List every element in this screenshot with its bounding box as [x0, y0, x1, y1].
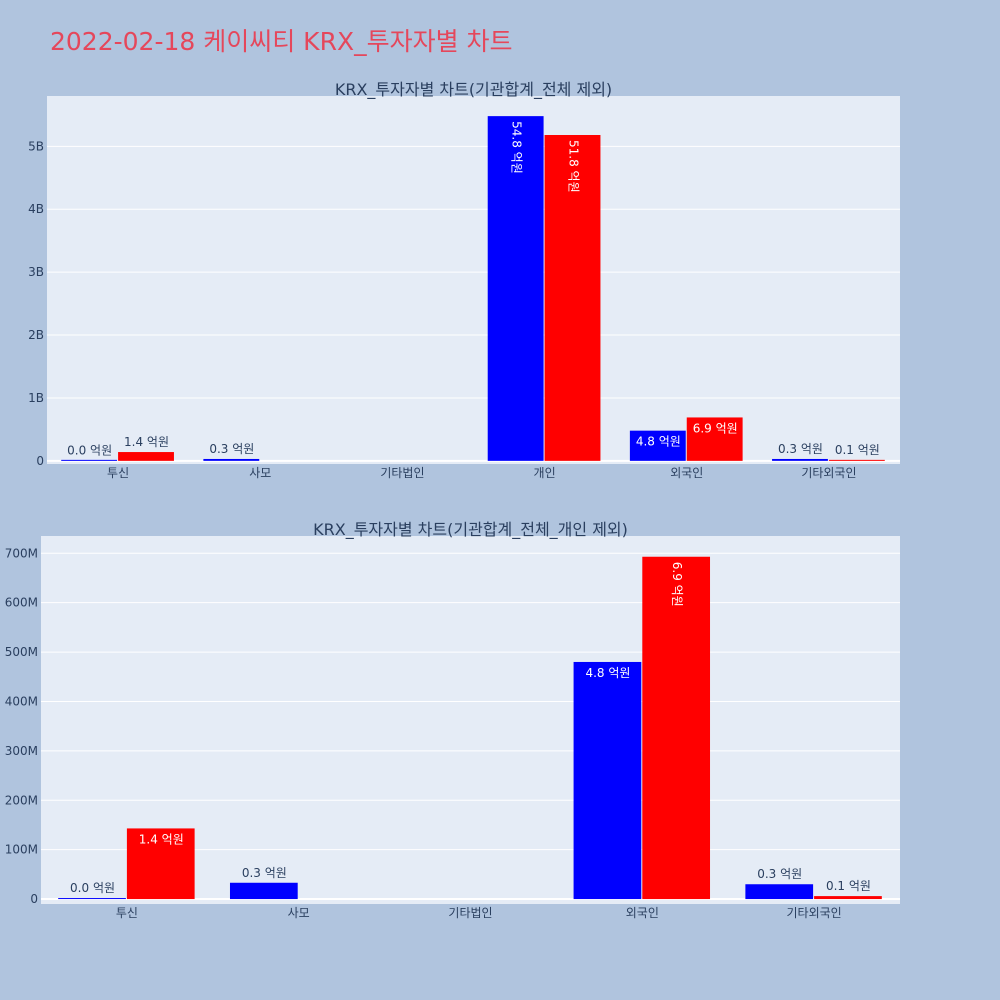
- y-tick-label: 200M: [5, 793, 38, 807]
- data-label: 51.8 억원: [567, 140, 581, 193]
- y-tick-label: 100M: [5, 843, 38, 857]
- chart-title: KRX_투자자별 차트(기관합계_전체_개인 제외): [313, 520, 628, 540]
- chart-2: 0 100M 200M 300M 400M 500M 600M 700M KRX_투자자별 차트…: [5, 520, 900, 920]
- x-tick-label: 투신: [116, 906, 138, 920]
- y-tick-label: 500M: [5, 645, 38, 659]
- y-tick-label: 0: [36, 454, 44, 468]
- data-label: 1.4 억원: [124, 435, 169, 449]
- y-tick-label: 4B: [28, 202, 44, 216]
- x-tick-label: 사모: [249, 466, 271, 480]
- y-tick-label: 0: [30, 892, 38, 906]
- data-label: 0.3 억원: [209, 442, 254, 456]
- y-tick-label: 2B: [28, 328, 44, 342]
- bar: [745, 884, 814, 900]
- x-tick-label: 기타외국인: [801, 466, 856, 480]
- x-tick-label: 기타외국인: [786, 906, 841, 920]
- data-label: 4.8 억원: [585, 666, 630, 680]
- y-tick-label: 700M: [5, 546, 38, 560]
- chart-title: KRX_투자자별 차트(기관합계_전체 제외): [335, 80, 612, 100]
- data-label: 0.0 억원: [67, 444, 112, 458]
- data-label: 0.0 억원: [70, 881, 115, 895]
- data-label: 6.9 억원: [693, 421, 738, 435]
- data-label: 54.8 억원: [510, 121, 524, 174]
- bar: [229, 882, 298, 900]
- data-label: 6.9 억원: [670, 562, 684, 607]
- bar: [544, 135, 601, 461]
- data-label: 0.1 억원: [826, 879, 871, 893]
- x-tick-label: 투신: [107, 466, 129, 480]
- bar: [126, 828, 195, 900]
- data-label: 0.3 억원: [242, 866, 287, 880]
- x-tick-label: 개인: [534, 466, 556, 480]
- data-label: 0.1 억원: [835, 443, 880, 457]
- data-label: 4.8 억원: [636, 435, 681, 449]
- data-label: 0.3 억원: [757, 867, 802, 881]
- bar: [487, 116, 544, 461]
- y-tick-label: 300M: [5, 744, 38, 758]
- bar: [772, 458, 828, 461]
- x-tick-label: 사모: [288, 906, 310, 920]
- bar: [203, 458, 260, 461]
- y-tick-label: 3B: [28, 265, 44, 279]
- bar: [58, 898, 126, 900]
- x-tick-label: 외국인: [670, 466, 703, 480]
- bar: [686, 417, 743, 461]
- bar: [573, 661, 642, 900]
- bar: [61, 459, 118, 461]
- y-tick-label: 1B: [28, 391, 44, 405]
- bar: [642, 556, 711, 900]
- data-label: 1.4 억원: [139, 832, 184, 846]
- x-tick-label: 기타법인: [380, 466, 424, 480]
- data-label: 0.3 억원: [778, 442, 823, 456]
- bar: [629, 430, 686, 461]
- bar: [814, 896, 882, 900]
- y-tick-label: 400M: [5, 694, 38, 708]
- x-tick-label: 외국인: [626, 906, 659, 920]
- y-tick-label: 5B: [28, 139, 44, 153]
- y-tick-label: 600M: [5, 596, 38, 610]
- bar: [118, 452, 174, 461]
- bar: [828, 459, 885, 461]
- x-tick-label: 기타법인: [448, 906, 492, 920]
- plot-area: [47, 96, 900, 464]
- chart-1: 0 1B 2B 3B 4B 5B KRX_투자자별 차트(기관합계_전체 제외) 투신 0.0 …: [28, 80, 900, 480]
- page-title: 2022-02-18 케이씨티 KRX_투자자별 차트: [50, 27, 513, 56]
